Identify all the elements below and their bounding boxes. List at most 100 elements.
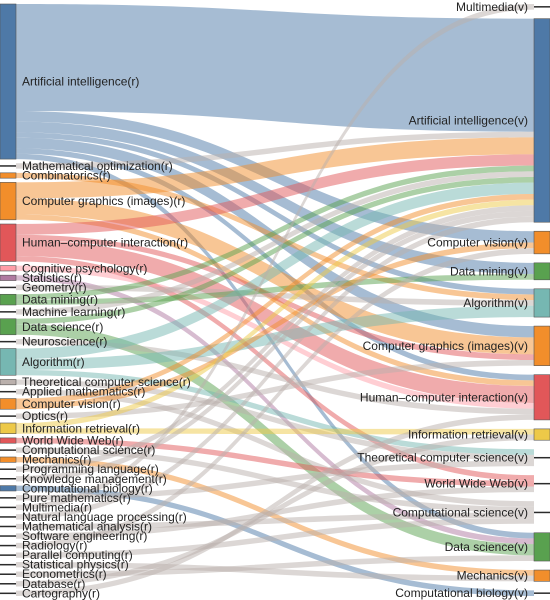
source-node bbox=[0, 223, 17, 262]
source-node bbox=[0, 554, 16, 556]
flow-link bbox=[16, 456, 534, 576]
source-node-label: Econometrics(r) bbox=[22, 567, 107, 581]
source-node bbox=[0, 379, 17, 386]
source-node bbox=[0, 563, 16, 566]
source-node bbox=[0, 398, 17, 410]
flow-link bbox=[16, 171, 534, 315]
source-node-label: Computational biology(r) bbox=[22, 481, 153, 495]
target-node-label: Artificial intelligence(v) bbox=[409, 113, 528, 127]
source-node-label: Data science(r) bbox=[22, 320, 103, 334]
flow-link bbox=[16, 110, 534, 243]
source-node bbox=[0, 182, 17, 221]
source-node-label: Information retrieval(r) bbox=[22, 421, 140, 435]
target-node bbox=[534, 482, 550, 485]
flow-link bbox=[16, 512, 534, 530]
source-node-label: Machine learning(r) bbox=[22, 305, 125, 319]
source-node-label: Data mining(r) bbox=[22, 293, 98, 307]
flow-link bbox=[16, 555, 534, 577]
target-node-label: Computational science(v) bbox=[393, 505, 528, 519]
flow-link bbox=[16, 172, 534, 301]
target-node bbox=[533, 569, 550, 582]
source-node bbox=[0, 311, 16, 313]
target-node-label: Multimedia(v) bbox=[456, 0, 528, 14]
source-node bbox=[0, 525, 16, 528]
source-node-label: Mechanics(r) bbox=[22, 453, 91, 467]
source-node bbox=[0, 544, 16, 547]
target-node-layer: Multimedia(v) Artificial intelligence(v) C… bbox=[357, 0, 550, 600]
target-node bbox=[533, 262, 550, 281]
source-node bbox=[0, 415, 16, 417]
flow-link bbox=[16, 131, 534, 169]
source-node-label: Computer graphics (images)(r) bbox=[22, 194, 185, 208]
flow-link bbox=[16, 182, 534, 360]
flow-link bbox=[16, 154, 534, 235]
source-node bbox=[0, 390, 16, 393]
source-node bbox=[0, 583, 16, 585]
source-node bbox=[0, 468, 16, 470]
source-node bbox=[0, 478, 16, 480]
target-node-label: Data science(v) bbox=[445, 540, 528, 554]
source-node-label: Mathematical optimization(r) bbox=[22, 159, 173, 173]
source-node bbox=[0, 165, 16, 167]
source-node bbox=[0, 535, 16, 537]
source-node-label: Applied mathematics(r) bbox=[22, 385, 145, 399]
source-node bbox=[0, 340, 16, 343]
source-node-label: Mathematical analysis(r) bbox=[22, 519, 152, 533]
source-node-label: Neuroscience(r) bbox=[22, 335, 107, 349]
source-node-label: Cartography(r) bbox=[22, 586, 100, 600]
source-node-label: Optics(r) bbox=[22, 409, 68, 423]
flow-link bbox=[16, 210, 534, 482]
source-node bbox=[0, 516, 16, 518]
flow-link bbox=[16, 460, 534, 501]
target-node bbox=[533, 230, 550, 255]
flow-link bbox=[16, 414, 534, 596]
source-node-label: Natural language processing(r) bbox=[22, 510, 187, 524]
target-node bbox=[534, 6, 550, 8]
source-node bbox=[0, 286, 16, 289]
target-node-label: Algorithm(v) bbox=[463, 296, 528, 310]
flow-link bbox=[16, 242, 534, 410]
source-node-label: Knowledge management(r) bbox=[22, 472, 167, 486]
flow-link bbox=[16, 205, 534, 472]
source-node bbox=[0, 293, 17, 306]
source-node bbox=[0, 573, 16, 575]
source-node-label: Theoretical computer science(r) bbox=[22, 375, 191, 389]
flow-link bbox=[16, 248, 534, 549]
target-node bbox=[534, 511, 550, 514]
flow-link bbox=[16, 193, 534, 404]
target-node-label: Mechanics(v) bbox=[457, 569, 528, 583]
target-node bbox=[533, 288, 550, 318]
source-node-label: Computer vision(r) bbox=[22, 397, 121, 411]
source-node-label: Cognitive psychology(r) bbox=[22, 261, 147, 275]
source-node bbox=[0, 592, 16, 595]
source-node-label: Statistics(r) bbox=[22, 271, 82, 285]
source-node bbox=[0, 274, 17, 281]
flow-link bbox=[16, 518, 534, 558]
flow-link bbox=[16, 379, 534, 461]
target-node bbox=[534, 592, 550, 594]
target-node-label: Information retrieval(v) bbox=[408, 428, 528, 442]
source-node-label: Algorithm(r) bbox=[22, 355, 85, 369]
source-node bbox=[0, 172, 17, 179]
flow-link bbox=[16, 4, 534, 132]
flow-link bbox=[16, 338, 534, 415]
flow-link bbox=[16, 240, 534, 403]
target-node-label: Computer graphics (images)(v) bbox=[363, 339, 528, 353]
source-node-label: Pure mathematics(r) bbox=[22, 491, 131, 505]
flow-link bbox=[16, 176, 534, 325]
flow-link bbox=[16, 4, 534, 511]
source-node bbox=[0, 318, 17, 336]
source-node bbox=[0, 449, 16, 451]
flow-link bbox=[16, 437, 534, 487]
target-node-label: Computational biology(v) bbox=[395, 586, 528, 600]
flow-link bbox=[16, 137, 534, 199]
source-node-layer: Artificial intelligence(r) Mathematical o… bbox=[0, 3, 191, 600]
target-node-label: World Wide Web(v) bbox=[424, 477, 528, 491]
target-node-label: Theoretical computer science(v) bbox=[357, 451, 528, 465]
source-node-label: Multimedia(r) bbox=[22, 500, 92, 514]
source-node-label: Computational science(r) bbox=[22, 443, 155, 457]
flow-link bbox=[16, 360, 534, 419]
target-node bbox=[533, 374, 550, 421]
flow-link bbox=[16, 284, 534, 306]
source-node bbox=[0, 456, 17, 463]
